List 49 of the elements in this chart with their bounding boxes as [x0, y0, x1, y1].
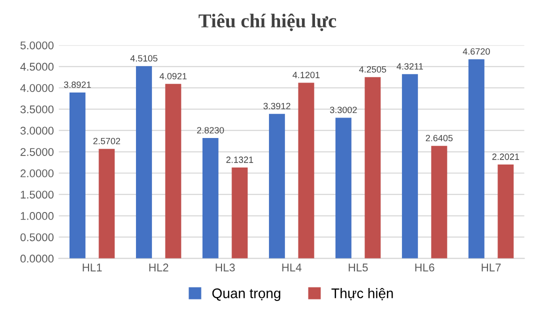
y-tick-label: 4.5000	[20, 62, 54, 71]
y-tick-label: 5.0000	[20, 41, 54, 50]
bar	[98, 148, 115, 258]
bar	[364, 77, 381, 258]
y-tick-label: 1.0000	[20, 212, 54, 220]
data-label: 4.6720	[462, 48, 490, 55]
bar	[232, 167, 248, 258]
y-tick-label: 2.0000	[20, 169, 54, 178]
data-label: 4.0921	[160, 72, 187, 80]
y-tick-label: 0.5000	[20, 233, 54, 242]
x-tick-label: HL2	[149, 264, 168, 272]
y-tick-label: 4.0000	[20, 84, 54, 92]
data-label: 2.6405	[426, 134, 453, 142]
data-label: 2.2021	[492, 154, 520, 160]
bar	[298, 82, 314, 258]
data-label: 2.8230	[197, 127, 224, 134]
y-tick-label: 0.0000	[20, 254, 54, 263]
bar	[468, 59, 484, 258]
y-tick-label: 3.5000	[20, 105, 54, 114]
bar	[431, 146, 448, 258]
y-tick-label: 3.0000	[20, 126, 54, 135]
x-tick-label: HL6	[415, 264, 434, 272]
data-label: 2.5702	[93, 138, 120, 144]
data-label: 4.5105	[130, 55, 158, 62]
data-label: 3.3002	[330, 106, 357, 114]
x-tick-label: HL5	[348, 264, 368, 272]
legend-label: Quan trọng	[212, 288, 280, 301]
y-tick-label: 2.5000	[20, 148, 54, 156]
data-label: 4.2505	[359, 66, 386, 73]
bar	[165, 84, 182, 258]
bar	[268, 114, 285, 258]
chart-title: Tiêu chí hiệu lực	[198, 14, 336, 32]
x-tick-label: HL3	[216, 264, 235, 272]
data-label: 4.3211	[396, 63, 423, 70]
y-tick-label: 1.5000	[20, 190, 54, 199]
bar	[69, 92, 86, 258]
bar	[136, 66, 152, 258]
bar	[402, 74, 418, 258]
data-label: 4.1201	[292, 72, 320, 78]
data-label: 3.8921	[64, 82, 91, 88]
bar	[335, 118, 352, 258]
bar	[202, 138, 218, 258]
bar	[498, 164, 514, 258]
legend-label: Thực hiện	[331, 288, 393, 300]
x-tick-label: HL4	[282, 264, 302, 272]
x-tick-label: HL7	[482, 264, 501, 272]
data-label: 3.3912	[263, 102, 290, 110]
x-tick-label: HL1	[82, 264, 102, 272]
data-label: 2.1321	[226, 156, 254, 163]
